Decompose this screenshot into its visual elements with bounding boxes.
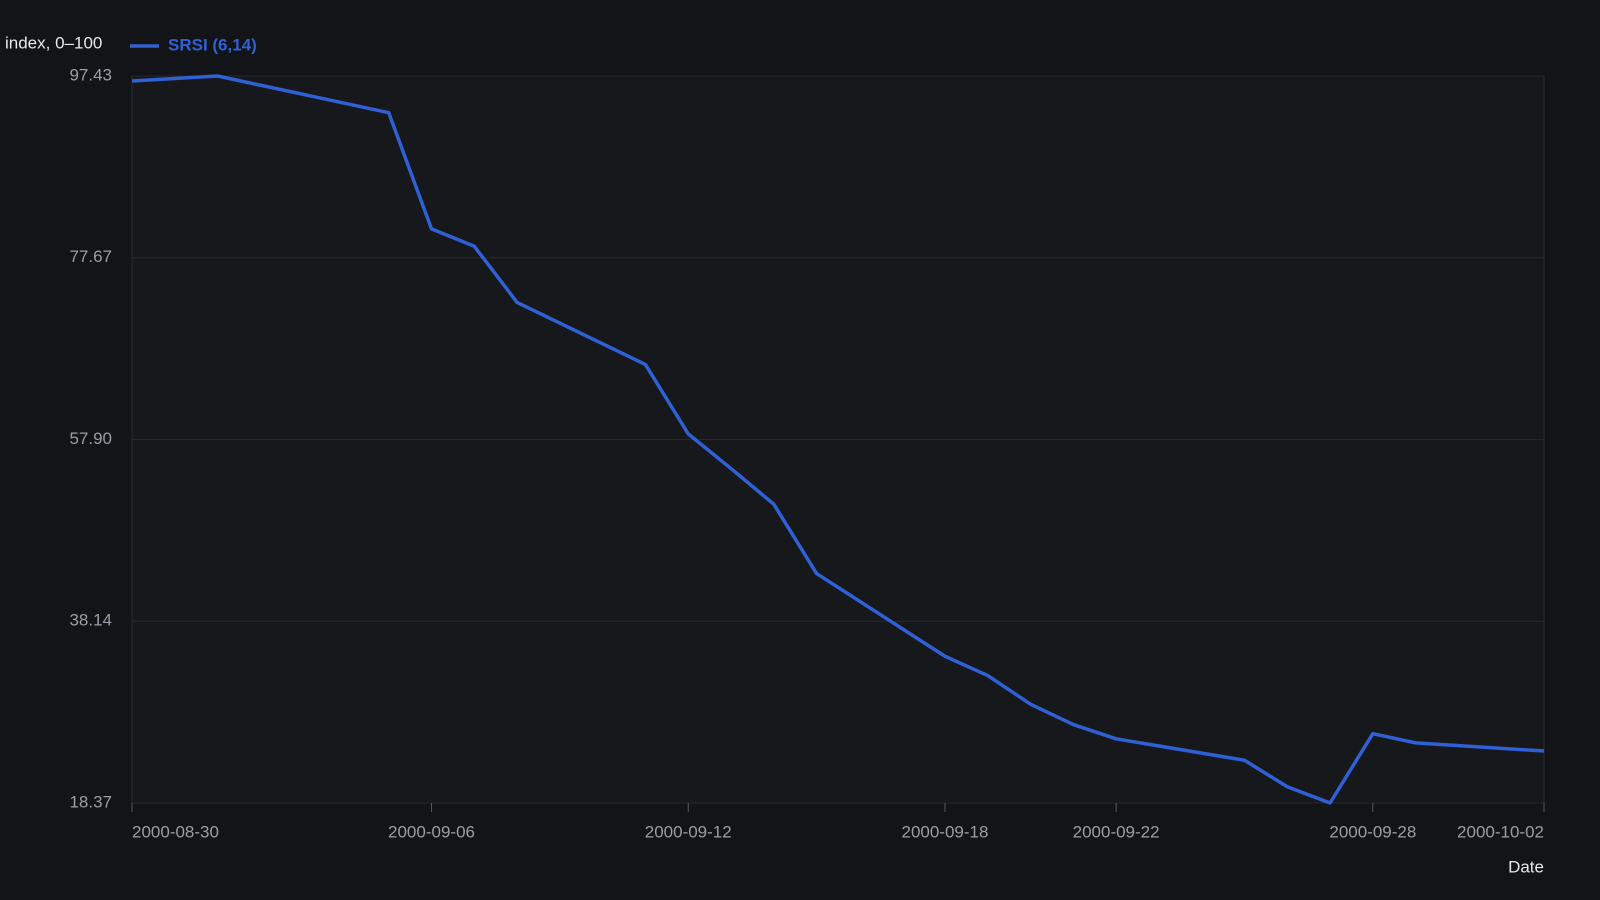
x-tick-label: 2000-09-28 [1329, 822, 1416, 841]
legend-label: SRSI (6,14) [168, 35, 257, 54]
y-tick-label: 18.37 [69, 792, 112, 811]
x-axis-label: Date [1508, 857, 1544, 876]
x-tick-label: 2000-09-06 [388, 822, 475, 841]
y-tick-label: 77.67 [69, 247, 112, 266]
x-tick-label: 2000-10-02 [1457, 822, 1544, 841]
x-tick-label: 2000-09-12 [645, 822, 732, 841]
x-tick-label: 2000-09-18 [901, 822, 988, 841]
y-tick-label: 97.43 [69, 65, 112, 84]
x-tick-label: 2000-09-22 [1073, 822, 1160, 841]
y-tick-label: 57.90 [69, 429, 112, 448]
data-line [131, 74, 1545, 805]
x-tick-label: 2000-08-30 [132, 822, 219, 841]
y-axis-label: index, 0–100 [5, 33, 102, 52]
y-tick-label: 38.14 [69, 611, 112, 630]
